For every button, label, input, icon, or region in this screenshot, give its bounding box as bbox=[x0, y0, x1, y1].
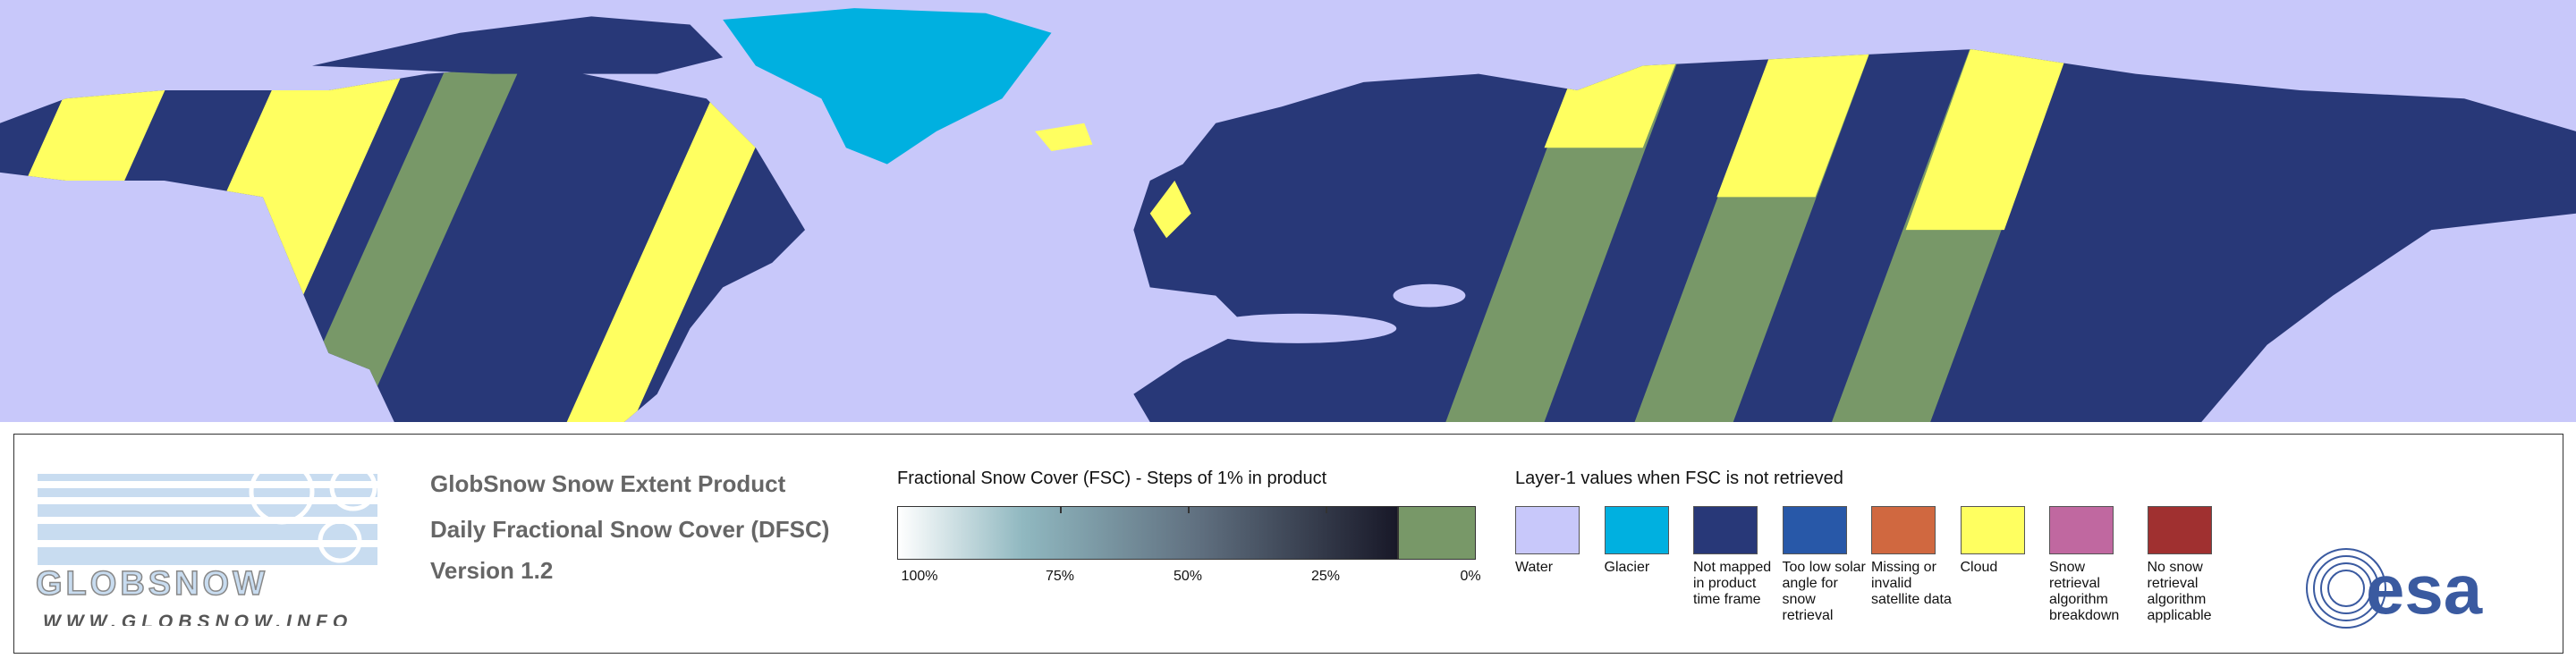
product-subtitle: Daily Fractional Snow Cover (DFSC) bbox=[430, 516, 830, 543]
colorbar-tick-label: 0% bbox=[1460, 569, 1481, 584]
legend-label: No snow retrieval algorithm applicable bbox=[2147, 560, 2212, 623]
legend-panel bbox=[13, 434, 2563, 654]
colorbar-tick-label: 50% bbox=[1173, 569, 1203, 584]
cloud-swath bbox=[1716, 49, 1890, 198]
snow-map bbox=[0, 0, 2576, 422]
product-title: GlobSnow Snow Extent Product bbox=[430, 470, 786, 497]
arctic-islands bbox=[311, 16, 724, 74]
legend-swatch bbox=[2147, 506, 2212, 554]
colorbar-zero bbox=[1398, 506, 1476, 560]
legend-label: Glacier bbox=[1604, 560, 1650, 575]
legend-swatch bbox=[1871, 506, 1936, 554]
esa-name: esa bbox=[2366, 550, 2483, 629]
legend-swatch bbox=[1782, 506, 1847, 554]
legend-swatch bbox=[2049, 506, 2114, 554]
iceland bbox=[1035, 122, 1093, 151]
british-isles bbox=[1149, 181, 1191, 239]
colorbar-title: Fractional Snow Cover (FSC) - Steps of 1… bbox=[897, 469, 1327, 488]
legend-label: Snow retrieval algorithm breakdown bbox=[2049, 560, 2120, 623]
legend-label: Not mapped in product time frame bbox=[1693, 560, 1772, 607]
globsnow-logo: GLOBSNOW WWW.GLOBSNOW.INFO bbox=[36, 459, 377, 626]
colorbar-gradient bbox=[897, 506, 1398, 560]
esa-emblem bbox=[2306, 548, 2386, 629]
colorbar-tick bbox=[1188, 506, 1190, 513]
cloud-swath bbox=[1544, 49, 1701, 148]
legend-swatch bbox=[1693, 506, 1758, 554]
product-version: Version 1.2 bbox=[430, 557, 554, 584]
mediterranean bbox=[1199, 313, 1397, 343]
black-sea bbox=[1393, 283, 1466, 308]
colorbar-tick bbox=[1326, 506, 1327, 513]
layer-legend-title: Layer-1 values when FSC is not retrieved bbox=[1515, 469, 1843, 488]
land bbox=[0, 49, 2576, 422]
legend-label: Missing or invalid satellite data bbox=[1871, 560, 1952, 607]
colorbar-tick-label: 75% bbox=[1045, 569, 1075, 584]
snow-swath bbox=[287, 49, 551, 422]
legend-swatch bbox=[1960, 506, 2025, 554]
greenland bbox=[723, 8, 1052, 165]
snowflakes bbox=[249, 459, 377, 563]
legend-label: Cloud bbox=[1960, 560, 1998, 575]
colorbar-tick bbox=[1060, 506, 1062, 513]
colorbar-tick-label: 100% bbox=[901, 569, 938, 584]
legend-swatch bbox=[1604, 506, 1669, 554]
esa-logo: esa bbox=[2306, 548, 2483, 629]
logo-name: GLOBSNOW bbox=[36, 565, 268, 603]
legend-swatch bbox=[1515, 506, 1580, 554]
legend-label: Too low solar angle for snow retrieval bbox=[1782, 560, 1866, 623]
logo-url: WWW.GLOBSNOW.INFO bbox=[43, 612, 352, 626]
legend-label: Water bbox=[1515, 560, 1554, 575]
colorbar-tick-label: 25% bbox=[1310, 569, 1341, 584]
logo-stripes bbox=[38, 474, 377, 565]
